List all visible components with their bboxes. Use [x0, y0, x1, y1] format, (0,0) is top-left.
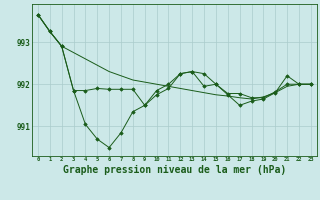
X-axis label: Graphe pression niveau de la mer (hPa): Graphe pression niveau de la mer (hPa) — [63, 165, 286, 175]
